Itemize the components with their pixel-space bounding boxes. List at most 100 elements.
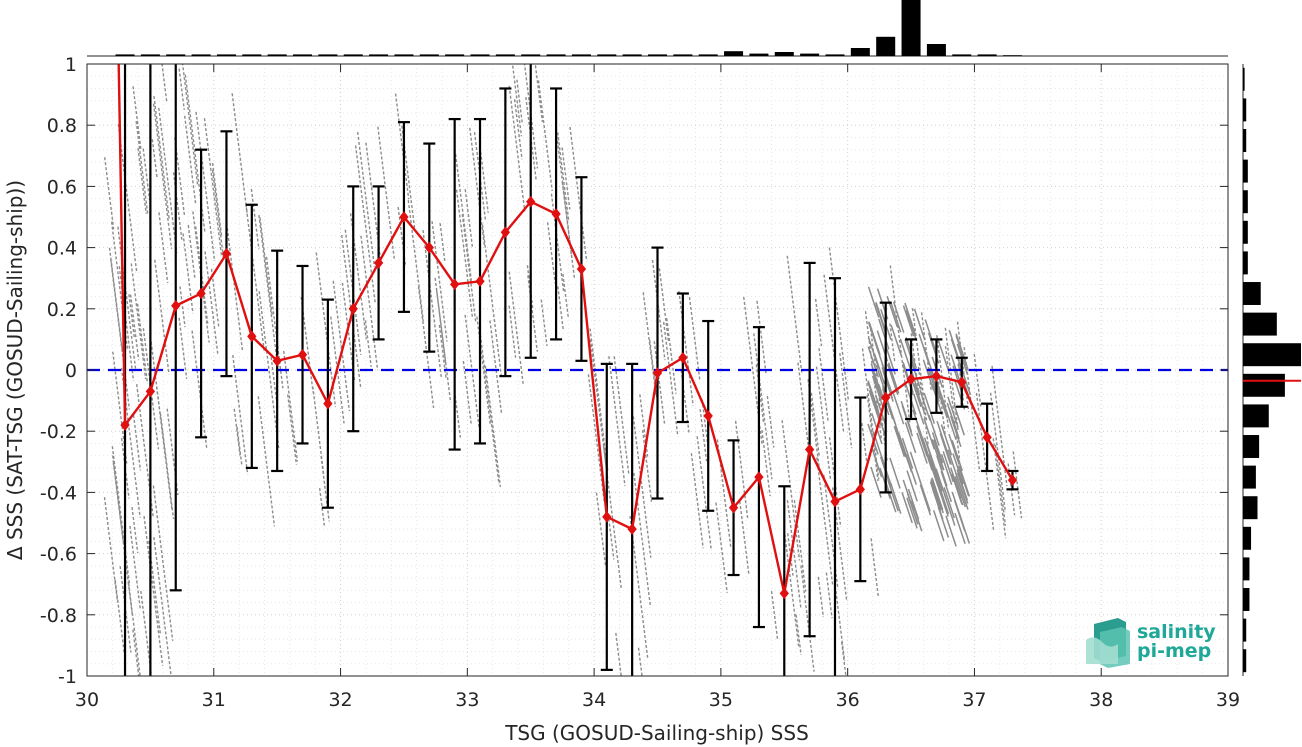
scatter-streak	[889, 323, 896, 362]
scatter-streak	[394, 93, 410, 200]
scatter-streak	[831, 487, 848, 602]
scatter-streak	[866, 394, 879, 482]
error-bar	[778, 485, 791, 676]
scatter-cluster	[958, 465, 971, 497]
scatter-streak	[210, 268, 220, 329]
scatter-streak	[454, 154, 473, 281]
scatter-streak	[508, 305, 517, 358]
scatter-streak	[360, 235, 379, 371]
scatter-cluster	[942, 451, 955, 483]
scatter-streak	[828, 247, 850, 401]
mean-marker	[450, 278, 460, 291]
scatter-streak	[439, 223, 446, 262]
scatter-cluster	[881, 363, 893, 395]
scatter-streak	[181, 64, 199, 186]
x-histogram-bar	[1002, 55, 1022, 56]
scatter-cluster	[937, 340, 950, 372]
y-histogram-bar	[1243, 67, 1245, 91]
x-tick-label: 31	[202, 689, 226, 711]
error-bar	[169, 64, 182, 592]
mean-marker	[424, 241, 434, 254]
scatter-streak	[562, 273, 570, 319]
scatter-streak	[356, 131, 376, 267]
scatter-streak	[258, 214, 280, 372]
x-tick-label: 37	[962, 689, 986, 711]
x-histogram-bar	[343, 54, 363, 56]
scatter-cluster	[870, 368, 883, 400]
scatter-cluster	[869, 324, 881, 356]
scatter-streak	[975, 392, 995, 532]
x-histogram-bar	[749, 53, 769, 56]
x-axis-title: TSG (GOSUD-Sailing-ship) SSS	[504, 721, 809, 745]
scatter-streak	[110, 221, 129, 351]
x-tick-label: 34	[582, 689, 606, 711]
scatter-cluster	[874, 394, 887, 426]
x-histogram-bar	[140, 54, 160, 56]
scatter-streak	[800, 565, 815, 672]
scatter-streak	[258, 291, 280, 450]
scatter-streak	[557, 286, 564, 330]
scatter-cluster	[913, 383, 926, 415]
scatter-streak	[479, 146, 489, 213]
y-histogram-bar	[1243, 373, 1285, 397]
y-axis-ticks: -1 -0.8 -0.6 -0.4 -0.2 0 0.2 0.4 0.6 0.8 1	[40, 54, 1228, 688]
x-histogram-bar	[293, 54, 313, 56]
mean-marker	[830, 495, 840, 508]
scatter-cluster	[904, 302, 916, 334]
scatter-streak	[158, 212, 169, 283]
x-tick-label: 39	[1216, 689, 1240, 711]
scatter-cluster	[958, 512, 971, 544]
scatter-streak	[315, 252, 337, 408]
scatter-streak	[320, 455, 330, 522]
scatter-cluster	[929, 481, 942, 513]
x-histogram-bar	[166, 54, 186, 56]
scatter-streak	[257, 396, 276, 527]
scatter-streak	[225, 222, 244, 352]
x-histogram-bar	[698, 54, 718, 56]
scatter-cluster	[936, 387, 948, 419]
x-histogram-bar	[850, 48, 870, 56]
scatter-streak	[152, 103, 173, 249]
scatter-cluster	[916, 432, 928, 464]
x-histogram-bar	[445, 54, 465, 56]
mean-marker	[145, 385, 156, 398]
scatter-cluster	[944, 494, 956, 526]
scatter-streak	[137, 148, 147, 214]
scatter-cluster	[889, 301, 902, 333]
scatter-streak	[174, 137, 186, 216]
scatter-streak	[151, 139, 158, 179]
scatter-streak	[282, 350, 299, 462]
scatter-cluster	[910, 500, 923, 532]
scatter-streak	[632, 416, 652, 558]
scatter-cluster	[913, 308, 926, 340]
scatter-streak	[159, 413, 175, 520]
scatter-cluster	[956, 472, 969, 504]
scatter-cluster	[919, 484, 932, 516]
scatter-streak	[484, 365, 502, 488]
mean-marker	[855, 483, 865, 496]
scatter-streak	[129, 294, 140, 360]
y-tick-label: 0.4	[47, 238, 77, 260]
y-tick-label: 0	[65, 360, 77, 382]
scatter-streak	[770, 591, 779, 641]
x-histogram-bar	[242, 54, 262, 56]
scatter-cluster	[884, 481, 897, 513]
scatter-cluster	[950, 415, 962, 447]
scatter-cluster	[899, 338, 912, 370]
scatter-streak	[135, 121, 149, 214]
x-tick-label: 32	[328, 689, 352, 711]
scatter-streak	[142, 148, 151, 200]
scatter-cluster	[931, 439, 943, 471]
scatter-cluster	[904, 422, 917, 454]
mean-marker	[678, 351, 688, 364]
scatter-streak	[699, 409, 708, 462]
scatter-streak	[781, 420, 801, 561]
scatter-streak	[546, 222, 556, 284]
salinity-pimep-logo: salinity pi-mep	[1086, 618, 1216, 668]
scatter-streak	[595, 492, 607, 567]
x-histogram-bar	[546, 54, 566, 56]
scatter-streak	[153, 96, 170, 219]
scatter-streak	[265, 256, 284, 389]
error-bar	[828, 277, 841, 676]
scatter-cluster	[940, 453, 953, 486]
